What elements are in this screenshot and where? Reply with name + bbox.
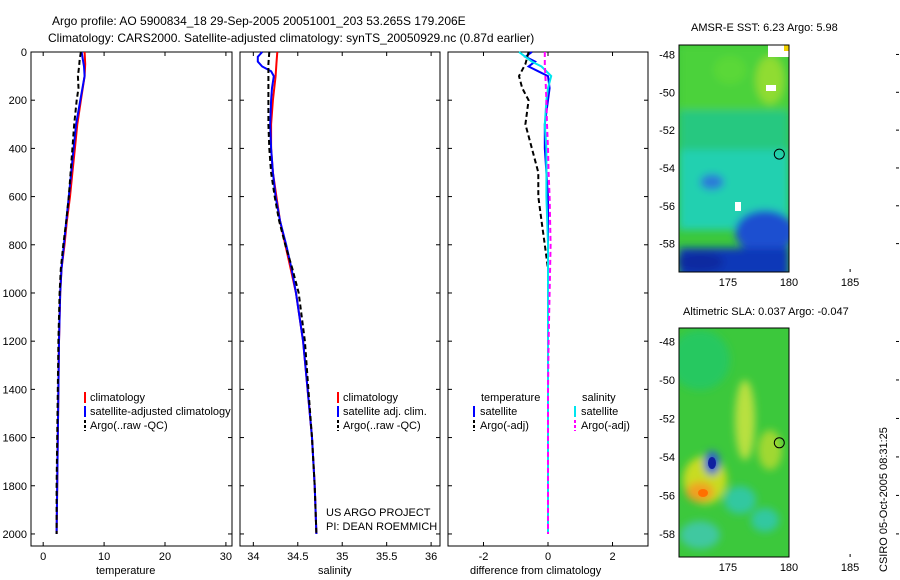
csiro-timestamp: CSIRO 05-Oct-2005 08:31:25 — [878, 427, 890, 572]
y-tick-label: 1000 — [3, 288, 27, 300]
map-y-tick-label: -54 — [659, 163, 675, 175]
x-tick-label: 34.5 — [287, 551, 308, 563]
legend-temp-argo-label: Argo(-adj) — [480, 420, 529, 432]
map-x-tick-label: 180 — [780, 562, 798, 574]
series-line-satellite-adj-clim- — [256, 51, 318, 535]
sla-map-frame — [678, 327, 790, 558]
map-y-tick-label: -48 — [659, 49, 675, 61]
temperature-xlabel: temperature — [96, 565, 155, 577]
salinity-panel — [239, 51, 441, 547]
x-tick-label: 0 — [545, 551, 551, 563]
series-line-satellite-adjusted-climatology — [55, 51, 86, 535]
salinity-legend: climatology satellite adj. clim. Argo(..… — [337, 392, 427, 432]
map-x-tick-label: 175 — [719, 562, 737, 574]
x-tick-label: 35 — [336, 551, 348, 563]
y-tick-label: 1400 — [3, 384, 27, 396]
x-tick-label: 10 — [98, 551, 110, 563]
legend-salinity-header: salinity — [582, 392, 616, 404]
pi-label: PI: DEAN ROEMMICH — [326, 521, 437, 533]
legend-satellite-label: satellite-adjusted climatology — [90, 406, 231, 418]
salinity-xlabel: salinity — [318, 565, 352, 577]
sla-map-image — [679, 328, 789, 557]
x-tick-label: 30 — [220, 551, 232, 563]
series-line-argo-raw-qc- — [267, 51, 318, 535]
map-y-tick-label: -52 — [659, 413, 675, 425]
x-tick-label: 20 — [159, 551, 171, 563]
series-line-climatology — [270, 51, 318, 535]
profile-lines — [55, 51, 553, 535]
sst-map-image — [679, 45, 789, 272]
y-tick-label: 1600 — [3, 433, 27, 445]
y-tick-label: 1800 — [3, 481, 27, 493]
map-y-tick-label: -52 — [659, 125, 675, 137]
series-line-temperature-argo-adj- — [517, 51, 549, 534]
sla-map-title: Altimetric SLA: 0.037 Argo: -0.047 — [683, 306, 849, 318]
map-y-tick-label: -56 — [659, 201, 675, 213]
x-tick-label: 34 — [247, 551, 259, 563]
x-tick-label: 0 — [40, 551, 46, 563]
sst-map-frame — [678, 44, 790, 273]
x-tick-label: 35.5 — [376, 551, 397, 563]
y-tick-label: 400 — [9, 143, 27, 155]
series-line-argo-raw-qc- — [55, 51, 82, 534]
sst-map-title: AMSR-E SST: 6.23 Argo: 5.98 — [691, 22, 838, 34]
y-tick-label: 1200 — [3, 336, 27, 348]
map-y-tick-label: -50 — [659, 375, 675, 387]
legend-argo-label: Argo(..raw -QC) — [90, 420, 168, 432]
map-x-tick-label: 175 — [719, 277, 737, 289]
map-y-tick-label: -58 — [659, 239, 675, 251]
map-y-tick-label: -54 — [659, 452, 675, 464]
y-tick-label: 600 — [9, 192, 27, 204]
legend-temp-satellite-label: satellite — [480, 406, 517, 418]
legend-argo-label: Argo(..raw -QC) — [343, 420, 421, 432]
legend-climatology-label: climatology — [343, 392, 399, 404]
temperature-panel — [30, 51, 233, 547]
legend-temperature-header: temperature — [481, 392, 540, 404]
series-line-temperature-satellite — [523, 51, 551, 534]
sst-float-marker — [773, 148, 785, 160]
map-y-tick-label: -50 — [659, 87, 675, 99]
map-x-tick-label: 185 — [841, 277, 859, 289]
legend-sal-satellite-label: satellite — [581, 406, 618, 418]
header-line-1: Argo profile: AO 5900834_18 29-Sep-2005 … — [52, 14, 466, 28]
legend-sal-argo-label: Argo(-adj) — [581, 420, 630, 432]
y-tick-label: 2000 — [3, 529, 27, 541]
sla-float-marker — [773, 437, 785, 449]
temperature-legend: climatology satellite-adjusted climatolo… — [84, 392, 231, 432]
y-tick-label: 200 — [9, 95, 27, 107]
y-tick-label: 0 — [21, 47, 27, 59]
y-tick-label: 800 — [9, 240, 27, 252]
legend-climatology-label: climatology — [90, 392, 146, 404]
x-tick-label: 2 — [609, 551, 615, 563]
map-x-tick-label: 180 — [780, 277, 798, 289]
map-y-tick-label: -48 — [659, 336, 675, 348]
series-line-salinity-argo-adj- — [543, 52, 552, 534]
header-line-2: Climatology: CARS2000. Satellite-adjuste… — [48, 31, 534, 45]
project-label: US ARGO PROJECT — [326, 507, 431, 519]
map-x-tick-label: 185 — [841, 562, 859, 574]
legend-satellite-label: satellite adj. clim. — [343, 406, 427, 418]
difference-legend: temperature salinity satellite Argo(-adj… — [473, 392, 630, 432]
map-y-tick-label: -56 — [659, 490, 675, 502]
x-tick-label: 36 — [425, 551, 437, 563]
difference-xlabel: difference from climatology — [470, 565, 602, 577]
map-y-tick-label: -58 — [659, 529, 675, 541]
x-tick-label: -2 — [479, 551, 489, 563]
